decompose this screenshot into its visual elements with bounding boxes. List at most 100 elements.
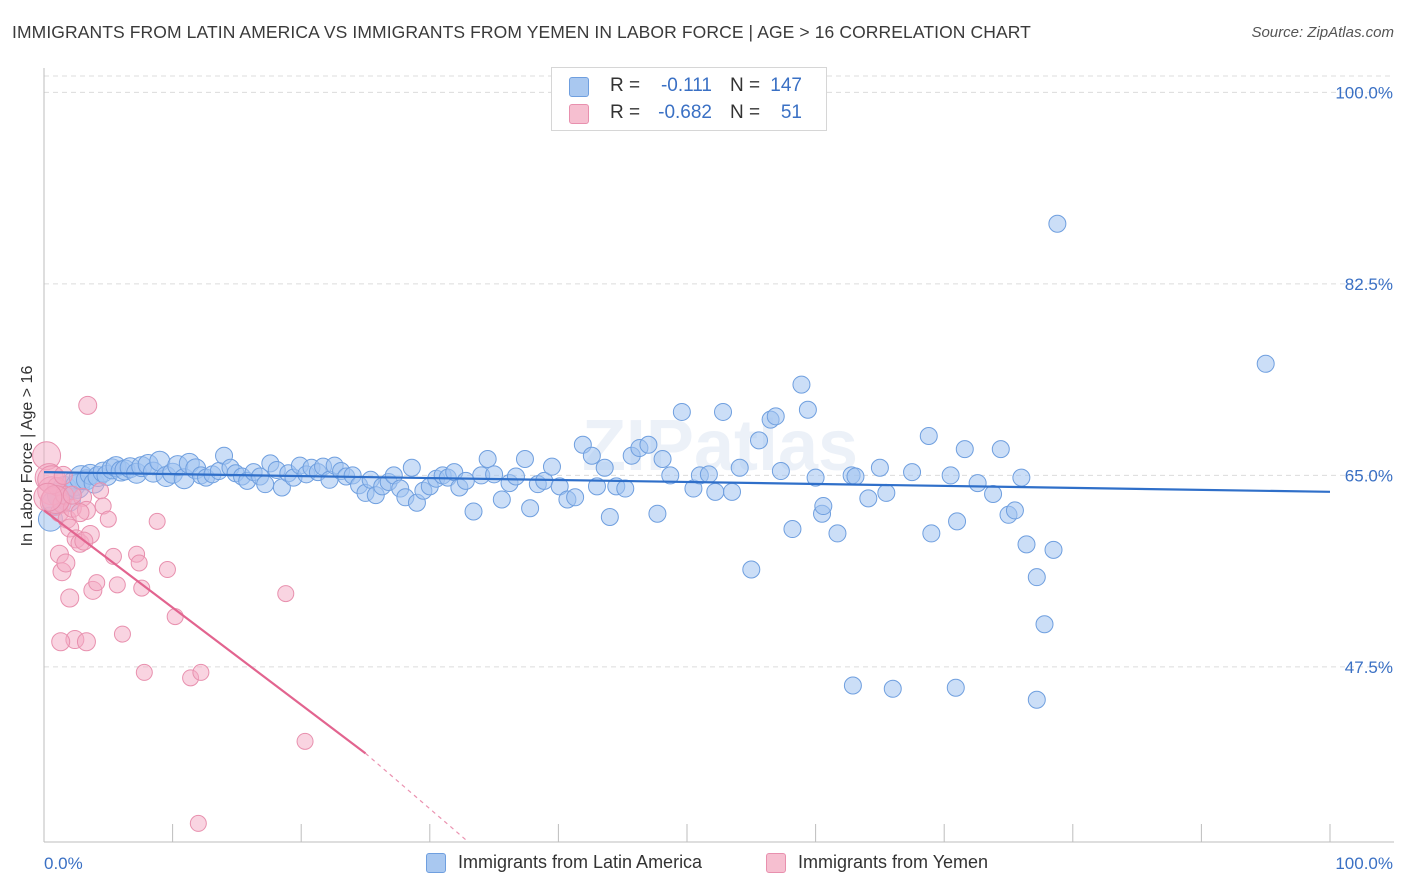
point-yemen (92, 482, 110, 500)
legend-r-label: R = (610, 75, 641, 96)
point-latin-america (456, 471, 475, 490)
point-yemen (60, 588, 80, 608)
series-yemen (32, 395, 314, 832)
point-yemen (51, 632, 71, 652)
point-yemen (33, 482, 63, 512)
point-latin-america (828, 524, 847, 543)
y-tick-label: 47.5% (1345, 658, 1393, 677)
point-latin-america (1027, 690, 1046, 709)
bottom-legend-label: Immigrants from Latin America (458, 852, 703, 872)
point-latin-america (600, 507, 619, 526)
point-latin-america (991, 440, 1010, 459)
series-latin-america (37, 214, 1275, 709)
y-axis-label: In Labor Force | Age > 16 (19, 365, 36, 547)
point-latin-america (792, 375, 811, 394)
point-latin-america (723, 482, 742, 501)
point-latin-america (919, 427, 938, 446)
point-yemen (99, 510, 117, 528)
legend-row-yemen: R = -0.682 N = 51 (552, 101, 826, 127)
point-yemen (192, 663, 210, 681)
point-latin-america (672, 402, 691, 421)
point-latin-america (742, 560, 761, 579)
point-latin-america (582, 446, 601, 465)
trend-lines (43, 471, 1331, 843)
point-latin-america (506, 467, 525, 486)
point-latin-america (1044, 540, 1063, 559)
point-yemen (56, 553, 76, 573)
point-yemen (133, 579, 151, 597)
point-latin-america (859, 489, 878, 508)
point-yemen (158, 561, 176, 579)
point-yemen (189, 814, 207, 832)
point-latin-america (706, 482, 725, 501)
point-yemen (53, 465, 73, 485)
trend-line-yemen (43, 509, 367, 755)
point-latin-america (870, 458, 889, 477)
point-latin-america (877, 483, 896, 502)
point-latin-america (946, 678, 965, 697)
point-latin-america (968, 474, 987, 493)
legend-n-value: 147 (770, 75, 802, 96)
trend-line-yemen-extension (365, 752, 469, 843)
point-latin-america (542, 457, 561, 476)
point-latin-america (699, 465, 718, 484)
point-latin-america (903, 463, 922, 482)
point-latin-america (515, 450, 534, 468)
point-yemen (277, 585, 295, 603)
x-tick-labels: 0.0% 100.0% (44, 854, 1393, 873)
legend-swatch-latin-america (569, 77, 589, 97)
stats-legend: R = -0.111 N = 147 R = -0.682 N = 51 (551, 67, 827, 131)
grid-lines (44, 75, 1394, 668)
point-yemen (88, 574, 106, 592)
legend-r-value: -0.682 (658, 102, 712, 123)
point-yemen (62, 485, 82, 505)
point-latin-america (941, 466, 960, 485)
point-yemen (113, 625, 131, 643)
point-latin-america (771, 462, 790, 481)
point-latin-america (1005, 501, 1024, 520)
point-latin-america (492, 490, 511, 509)
legend-swatch-yemen (569, 104, 589, 124)
point-yemen (130, 554, 148, 572)
point-latin-america (616, 479, 635, 498)
legend-r-label: R = (610, 102, 641, 123)
legend-r-value: -0.111 (660, 75, 712, 96)
point-latin-america (478, 450, 497, 468)
point-latin-america (639, 435, 658, 454)
point-latin-america (1256, 354, 1275, 373)
point-latin-america (730, 458, 749, 477)
legend-row-latin-america: R = -0.111 N = 147 (552, 74, 826, 100)
bottom-legend-swatch-yemen (766, 853, 786, 873)
x-tick-label: 100.0% (1335, 854, 1393, 873)
point-yemen (108, 576, 126, 594)
point-latin-america (798, 400, 817, 419)
legend-n-label: N = (730, 102, 761, 123)
point-latin-america (922, 524, 941, 543)
y-tick-label: 100.0% (1335, 83, 1393, 102)
point-latin-america (846, 467, 865, 486)
point-yemen (296, 732, 314, 750)
point-latin-america (653, 450, 672, 468)
point-latin-america (587, 477, 606, 496)
bottom-legend-label: Immigrants from Yemen (798, 852, 989, 872)
point-latin-america (521, 499, 540, 518)
bottom-legend-swatch-latin-america (426, 853, 446, 873)
point-latin-america (843, 676, 862, 695)
point-latin-america (1035, 615, 1054, 634)
point-latin-america (984, 485, 1003, 504)
point-yemen (76, 632, 96, 652)
point-latin-america (464, 502, 483, 521)
point-latin-america (1017, 535, 1036, 554)
point-latin-america (783, 520, 802, 539)
point-latin-america (948, 512, 967, 531)
point-latin-america (806, 468, 825, 487)
point-latin-america (661, 466, 680, 485)
y-tick-label: 65.0% (1345, 466, 1393, 485)
point-yemen (78, 395, 98, 415)
bottom-legend-latin-america: Immigrants from Latin America (426, 851, 746, 877)
bottom-legend-yemen: Immigrants from Yemen (766, 851, 1026, 877)
point-latin-america (256, 475, 275, 494)
point-yemen (135, 663, 153, 681)
point-latin-america (814, 497, 833, 516)
point-latin-america (766, 407, 785, 426)
